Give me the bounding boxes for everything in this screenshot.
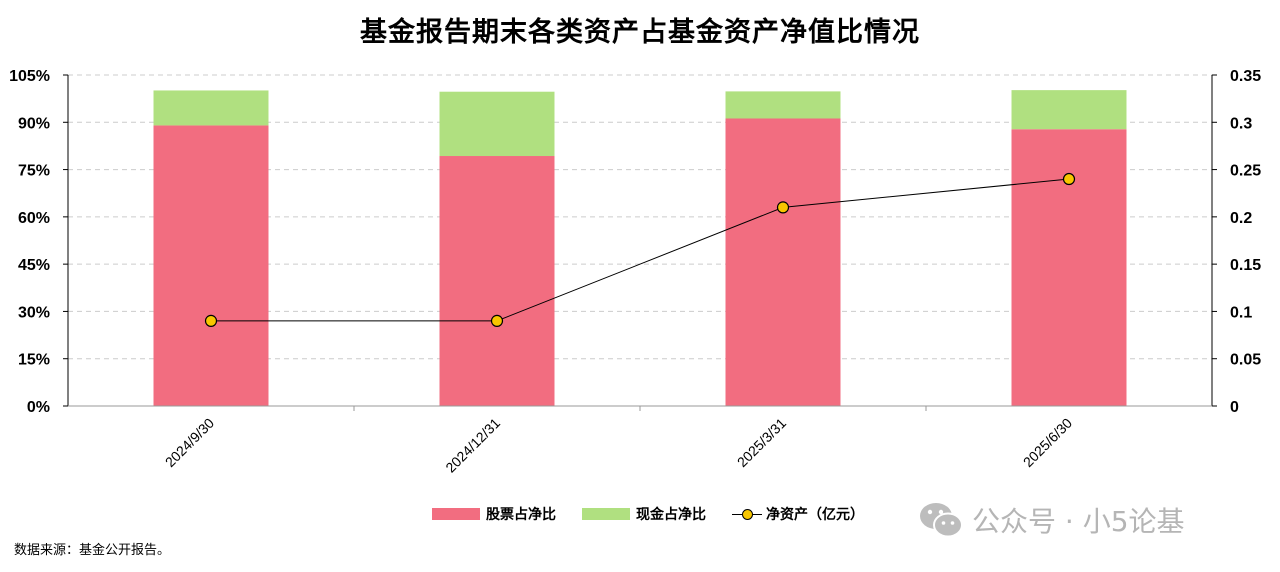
watermark-text: 公众号 · 小5论基 <box>972 505 1185 538</box>
legend-label-stock: 股票占净比 <box>486 507 556 523</box>
source-note: 数据来源：基金公开报告。 <box>14 543 171 558</box>
point-net-assets <box>204 314 218 327</box>
bar-stock <box>153 125 269 406</box>
legend-swatch-net-assets <box>732 508 762 520</box>
watermark: 公众号 · 小5论基 <box>918 500 1185 540</box>
bar-cash <box>153 90 269 126</box>
x-tick-label: 2024/9/30 <box>162 415 218 471</box>
chart-legend: 股票占净比 现金占净比 净资产（亿元） <box>432 504 890 524</box>
y-right-tick-label: 0.25 <box>1230 163 1261 180</box>
point-net-assets <box>490 314 504 327</box>
bar-cash <box>1011 90 1127 130</box>
chart-plot: 0% 15% 30% 45% 60% 75% 90% 105% 0 0.05 0.1 0.15 0.2 0… <box>9 68 1261 476</box>
bar-stock <box>725 118 841 406</box>
legend-item-stock: 股票占净比 <box>432 504 556 524</box>
legend-swatch-cash <box>582 508 630 520</box>
y-right-tick-label: 0.2 <box>1230 210 1252 227</box>
y-right-tick-label: 0.1 <box>1230 304 1252 321</box>
y-left-tick-label: 15% <box>18 352 50 369</box>
line-net-assets <box>211 178 1070 322</box>
y-right-tick-label: 0.05 <box>1230 352 1261 369</box>
legend-item-cash: 现金占净比 <box>582 504 706 524</box>
y-left-tick-label: 75% <box>18 163 50 180</box>
point-net-assets <box>1062 172 1076 186</box>
y-left-tick-label: 105% <box>9 68 50 85</box>
legend-item-net-assets: 净资产（亿元） <box>732 504 864 524</box>
x-tick-label: 2024/12/31 <box>442 415 503 476</box>
y-right-tick-label: 0.35 <box>1230 68 1261 85</box>
y-left-tick-label: 45% <box>18 257 50 274</box>
bar-stock <box>1011 129 1127 406</box>
legend-swatch-stock <box>432 508 480 520</box>
y-right-tick-label: 0.3 <box>1230 115 1252 132</box>
wechat-icon <box>920 503 963 538</box>
legend-label-cash: 现金占净比 <box>636 507 706 523</box>
y-left-tick-label: 30% <box>18 304 50 321</box>
x-tick-label: 2025/6/30 <box>1020 415 1076 471</box>
legend-label-net-assets: 净资产（亿元） <box>766 507 864 523</box>
y-right-tick-label: 0 <box>1230 399 1239 416</box>
chart-title: 基金报告期末各类资产占基金资产净值比情况 <box>360 17 920 48</box>
bar-cash <box>725 91 841 119</box>
y-right-tick-label: 0.15 <box>1230 257 1261 274</box>
bar-cash <box>439 91 555 157</box>
y-left-tick-label: 60% <box>18 210 50 227</box>
point-net-assets <box>776 201 790 214</box>
y-left-tick-label: 90% <box>18 115 50 132</box>
x-tick-label: 2025/3/31 <box>734 415 790 471</box>
y-left-tick-label: 0% <box>27 399 50 416</box>
bar-stock <box>439 156 555 406</box>
